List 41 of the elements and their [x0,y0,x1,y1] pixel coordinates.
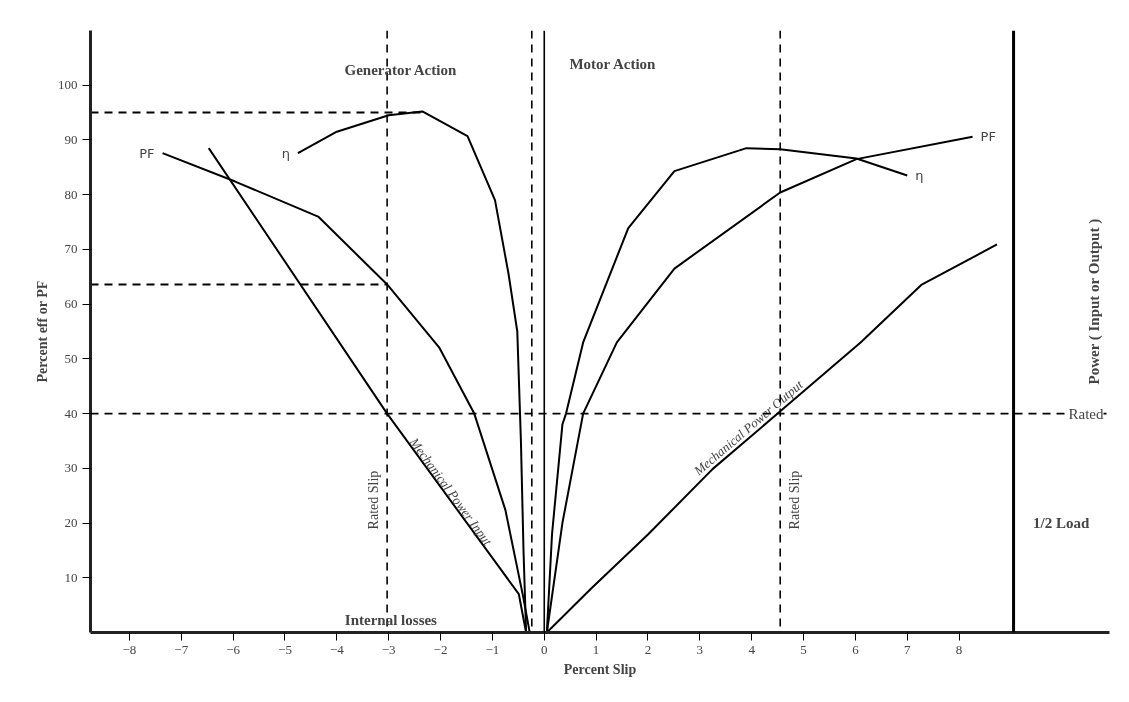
x-tick-label: 3 [696,641,704,657]
annotation: Motor Action [569,55,657,72]
x-axis-title: Percent Slip [563,661,637,677]
x-tick-label: 2 [644,641,652,657]
x-tick-label: −1 [485,641,500,657]
x-tick-label: 0 [541,641,548,657]
y-axis-title: Percent eff or PF [35,280,50,383]
annotation: Generator Action [344,61,457,78]
x-tick-label: 6 [852,641,860,657]
ref-line-label: Rated Slip [787,470,803,530]
annotation: Internal losses [344,612,438,629]
y-tick-label: 90 [64,131,78,147]
x-tick-label: −7 [174,641,189,657]
y-tick-label: 60 [64,296,78,312]
y-tick-label: 80 [64,186,78,202]
x-tick-label: 8 [955,641,963,657]
x-tick-label: −4 [329,641,345,657]
y-tick-label: 70 [64,241,78,257]
y-tick-label: 40 [64,405,78,421]
y-tick-label: 50 [64,350,78,366]
x-tick-label: 7 [904,641,912,657]
annotation: 1/2 Load [1033,514,1090,531]
ref-line-label: Rated [1068,405,1104,422]
y-tick-label: 10 [64,569,78,585]
x-tick-label: 1 [592,641,600,657]
x-tick-label: 5 [800,641,807,657]
x-tick-label: −6 [226,641,241,657]
series-label: PF [980,129,996,145]
y-tick-label: 30 [64,460,78,476]
y-tick-label: 20 [64,515,78,531]
x-tick-label: 4 [748,641,756,657]
series-label: PF [139,145,155,161]
x-tick-label: −2 [433,641,448,657]
annotation: Power ( Input or Output ) [1086,218,1104,385]
x-tick-label: −5 [278,641,292,657]
x-tick-label: −3 [381,641,396,657]
x-tick-label: −8 [122,641,137,657]
ref-line-label: Rated Slip [366,470,382,530]
series-label: η [915,168,924,184]
y-tick-label: 100 [58,77,78,93]
series-label: η [281,145,290,161]
